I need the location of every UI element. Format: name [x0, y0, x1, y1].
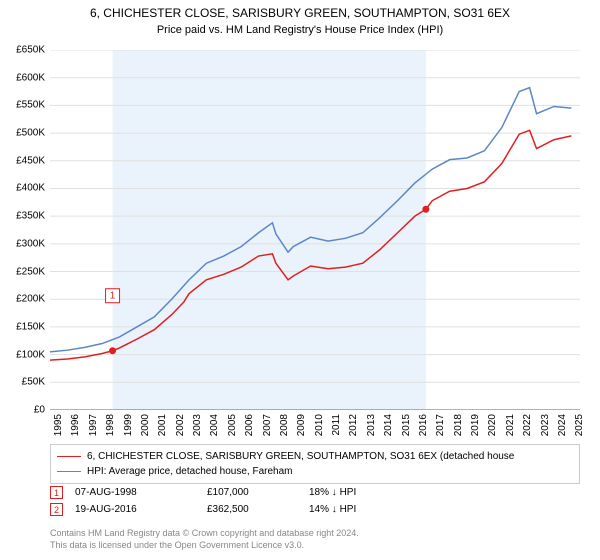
- x-tick-label: 2014: [383, 414, 394, 436]
- transaction-table: 1 07-AUG-1998 £107,000 18% ↓ HPI 2 19-AUG-201…: [50, 484, 580, 518]
- y-tick-label: £450K: [0, 155, 45, 166]
- x-tick-label: 2020: [487, 414, 498, 436]
- x-tick-label: 2008: [279, 414, 290, 436]
- y-tick-label: £400K: [0, 183, 45, 194]
- transaction-date: 07-AUG-1998: [75, 487, 195, 498]
- x-tick-label: 2004: [209, 414, 220, 436]
- x-tick-label: 2001: [157, 414, 168, 436]
- legend-item: HPI: Average price, detached house, Fare…: [57, 464, 573, 479]
- transaction-marker: 1: [50, 486, 63, 499]
- x-tick-label: 2022: [522, 414, 533, 436]
- legend-swatch: [57, 456, 81, 458]
- x-tick-label: 2005: [227, 414, 238, 436]
- y-tick-label: £0: [0, 405, 45, 416]
- x-tick-label: 2003: [192, 414, 203, 436]
- x-tick-label: 2002: [175, 414, 186, 436]
- x-tick-label: 1997: [88, 414, 99, 436]
- chart-container: 6, CHICHESTER CLOSE, SARISBURY GREEN, SO…: [0, 0, 600, 560]
- chart-title: 6, CHICHESTER CLOSE, SARISBURY GREEN, SO…: [0, 0, 600, 22]
- x-tick-label: 2009: [296, 414, 307, 436]
- x-tick-label: 2021: [505, 414, 516, 436]
- line-chart: 12: [50, 50, 580, 410]
- y-tick-label: £250K: [0, 266, 45, 277]
- footer-line-1: Contains HM Land Registry data © Crown c…: [50, 528, 580, 540]
- y-tick-label: £200K: [0, 294, 45, 305]
- x-tick-label: 2000: [140, 414, 151, 436]
- y-tick-label: £500K: [0, 128, 45, 139]
- y-tick-label: £600K: [0, 72, 45, 83]
- chart-subtitle: Price paid vs. HM Land Registry's House …: [0, 22, 600, 40]
- marker-dot-2: [422, 206, 429, 213]
- marker-label-1: 1: [110, 291, 116, 302]
- x-tick-label: 2025: [574, 414, 585, 436]
- x-tick-label: 1995: [53, 414, 64, 436]
- transaction-date: 19-AUG-2016: [75, 504, 195, 515]
- x-tick-label: 2016: [418, 414, 429, 436]
- y-tick-label: £150K: [0, 321, 45, 332]
- shaded-band: [113, 50, 426, 410]
- x-tick-label: 2006: [244, 414, 255, 436]
- legend-item: 6, CHICHESTER CLOSE, SARISBURY GREEN, SO…: [57, 449, 573, 464]
- legend-swatch: [57, 471, 81, 473]
- y-tick-label: £50K: [0, 377, 45, 388]
- x-tick-label: 2024: [557, 414, 568, 436]
- x-tick-label: 2010: [314, 414, 325, 436]
- x-tick-label: 1999: [123, 414, 134, 436]
- y-tick-label: £650K: [0, 45, 45, 56]
- footer: Contains HM Land Registry data © Crown c…: [50, 528, 580, 551]
- transaction-marker: 2: [50, 503, 63, 516]
- transaction-pct: 14% ↓ HPI: [309, 504, 429, 515]
- x-tick-label: 2013: [366, 414, 377, 436]
- legend: 6, CHICHESTER CLOSE, SARISBURY GREEN, SO…: [50, 444, 580, 484]
- x-tick-label: 2023: [540, 414, 551, 436]
- footer-line-2: This data is licensed under the Open Gov…: [50, 540, 580, 552]
- legend-label: 6, CHICHESTER CLOSE, SARISBURY GREEN, SO…: [87, 449, 514, 464]
- transaction-row: 1 07-AUG-1998 £107,000 18% ↓ HPI: [50, 484, 580, 501]
- transaction-price: £362,500: [207, 504, 297, 515]
- transaction-row: 2 19-AUG-2016 £362,500 14% ↓ HPI: [50, 501, 580, 518]
- x-tick-label: 2007: [262, 414, 273, 436]
- x-tick-label: 1996: [70, 414, 81, 436]
- x-tick-label: 1998: [105, 414, 116, 436]
- x-tick-label: 2019: [470, 414, 481, 436]
- x-tick-label: 2015: [401, 414, 412, 436]
- y-tick-label: £300K: [0, 238, 45, 249]
- y-tick-label: £550K: [0, 100, 45, 111]
- x-tick-label: 2017: [435, 414, 446, 436]
- chart-area: 12 £0£50K£100K£150K£200K£250K£300K£350K£…: [50, 50, 580, 410]
- transaction-pct: 18% ↓ HPI: [309, 487, 429, 498]
- transaction-price: £107,000: [207, 487, 297, 498]
- y-tick-label: £100K: [0, 349, 45, 360]
- x-tick-label: 2012: [348, 414, 359, 436]
- x-tick-label: 2018: [453, 414, 464, 436]
- x-tick-label: 2011: [331, 414, 342, 436]
- marker-dot-1: [109, 347, 116, 354]
- y-tick-label: £350K: [0, 211, 45, 222]
- legend-label: HPI: Average price, detached house, Fare…: [87, 464, 293, 479]
